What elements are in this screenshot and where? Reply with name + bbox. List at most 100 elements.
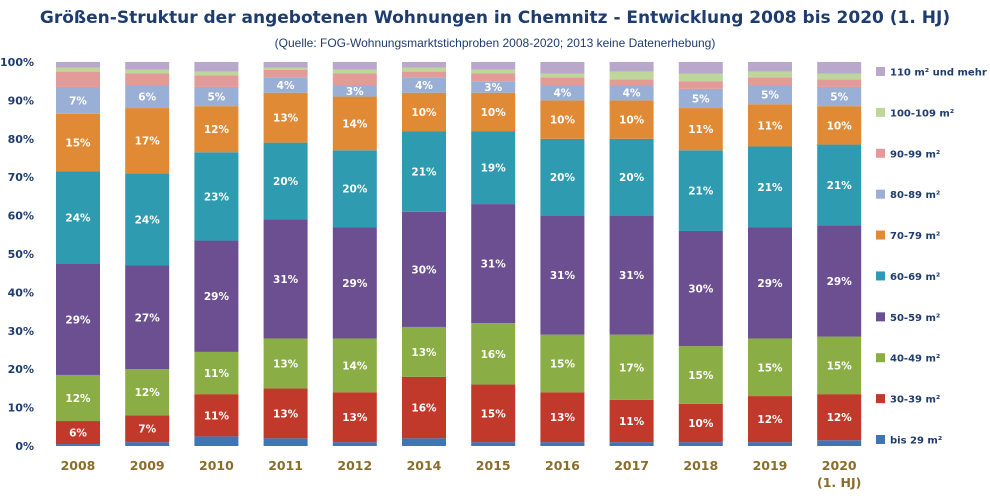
data-label: 10%	[688, 418, 714, 430]
bar-segment	[609, 215, 654, 335]
bar-segment	[263, 142, 308, 220]
bar-segment	[609, 334, 654, 400]
bar-segment	[678, 346, 723, 404]
data-label: 10%	[827, 120, 853, 132]
legend-swatch	[876, 67, 885, 76]
data-label: 10%	[481, 107, 507, 119]
bar-segment	[748, 146, 792, 228]
bar-segment	[263, 69, 308, 78]
data-label: 20%	[342, 184, 368, 196]
data-label: 10%	[411, 107, 437, 119]
y-tick-label: 20%	[8, 363, 34, 376]
data-label: 15%	[688, 370, 714, 382]
bar-segment	[817, 336, 862, 395]
data-label: 29%	[204, 291, 230, 303]
y-tick-label: 70%	[8, 171, 34, 184]
bar-segment	[678, 150, 723, 231]
data-label: 6%	[138, 92, 156, 104]
data-label: 7%	[69, 95, 87, 107]
y-tick-label: 60%	[8, 210, 34, 223]
bar-segment	[748, 62, 792, 72]
bar-segment	[194, 436, 239, 446]
bar-segment	[748, 77, 792, 86]
x-tick-label: 2018	[683, 458, 718, 473]
data-label: 13%	[550, 412, 576, 424]
data-label: 6%	[69, 428, 87, 440]
data-label: 20%	[619, 172, 645, 184]
bar-segment	[125, 69, 170, 74]
bar-segment	[817, 86, 862, 107]
data-label: 29%	[342, 278, 368, 290]
x-tick-label: 2008	[61, 458, 96, 473]
bar-segment	[609, 85, 654, 101]
bar-segment	[471, 384, 516, 443]
data-label: 31%	[481, 259, 507, 271]
bar-segment	[609, 442, 654, 446]
data-label: 30%	[688, 284, 714, 296]
bar-segment	[540, 138, 585, 216]
data-label: 17%	[619, 362, 645, 374]
data-label: 15%	[827, 360, 853, 372]
data-label: 29%	[827, 276, 853, 288]
bar-segment	[194, 106, 239, 153]
legend: 110 m² und mehr 100-109 m² 90-99 m² 80-89 m…	[876, 67, 987, 447]
y-tick-label: 30%	[8, 325, 34, 338]
bar-segment	[263, 338, 308, 389]
bar-segment	[56, 263, 100, 375]
data-label: 21%	[688, 186, 714, 198]
chart-subtitle: (Quelle: FOG-Wohnungsmarktstichproben 20…	[274, 36, 716, 50]
bar-segment	[263, 219, 308, 339]
bar-segment	[194, 86, 239, 107]
y-tick-label: 0%	[15, 440, 34, 453]
data-label: 13%	[273, 113, 299, 125]
data-label: 15%	[757, 362, 783, 374]
data-label: 15%	[481, 408, 507, 420]
x-tick-label: 2016	[545, 458, 580, 473]
bar-segment	[540, 442, 585, 446]
bar-segment	[125, 62, 170, 70]
bar-segment	[748, 71, 792, 78]
bar-segment	[678, 88, 723, 109]
bar-segment	[125, 265, 170, 370]
data-label: 29%	[757, 278, 783, 290]
data-label: 23%	[204, 191, 230, 203]
x-tick-label: 2017	[614, 458, 649, 473]
x-tick-label: 2014	[407, 458, 442, 473]
bar-segment	[125, 442, 170, 446]
bar-segment	[609, 79, 654, 86]
bar-segment	[125, 369, 170, 416]
data-label: 27%	[135, 312, 161, 324]
data-label: 14%	[342, 118, 368, 130]
legend-swatch	[876, 271, 885, 281]
data-label: 30%	[411, 264, 437, 276]
bar-segment	[194, 240, 239, 352]
bar-segment	[56, 421, 100, 445]
bar-segment	[263, 388, 308, 439]
bar-segment	[471, 323, 516, 385]
bar-segment	[402, 211, 446, 327]
x-tick-label: 2019	[753, 458, 788, 473]
legend-swatch	[876, 189, 885, 199]
bar-segment	[540, 85, 585, 101]
bar-segment	[332, 96, 377, 151]
bar-segment	[263, 67, 308, 70]
bar-segment	[332, 73, 377, 86]
bar-segment	[817, 394, 862, 441]
bar-segment	[332, 338, 377, 393]
data-label: 21%	[411, 166, 437, 178]
bar-segment	[471, 69, 516, 74]
x-tick-label: 2011	[268, 458, 303, 473]
legend-label: 30-39 m²	[890, 395, 940, 406]
data-label: 3%	[484, 82, 502, 94]
data-label: 4%	[415, 80, 433, 92]
legend-label: 90-99 m²	[890, 149, 940, 160]
bar-segment	[402, 67, 446, 72]
data-label: 20%	[273, 176, 299, 188]
data-label: 12%	[757, 414, 783, 426]
bar-segment	[402, 71, 446, 78]
bar-segment	[56, 67, 100, 72]
bar-segment	[56, 62, 100, 68]
x-tick-label: 2015	[476, 458, 511, 473]
y-axis: 0% 10% 20% 30% 40% 50% 60% 70% 80% 90% 100%	[0, 56, 34, 453]
data-label: 7%	[138, 424, 156, 436]
